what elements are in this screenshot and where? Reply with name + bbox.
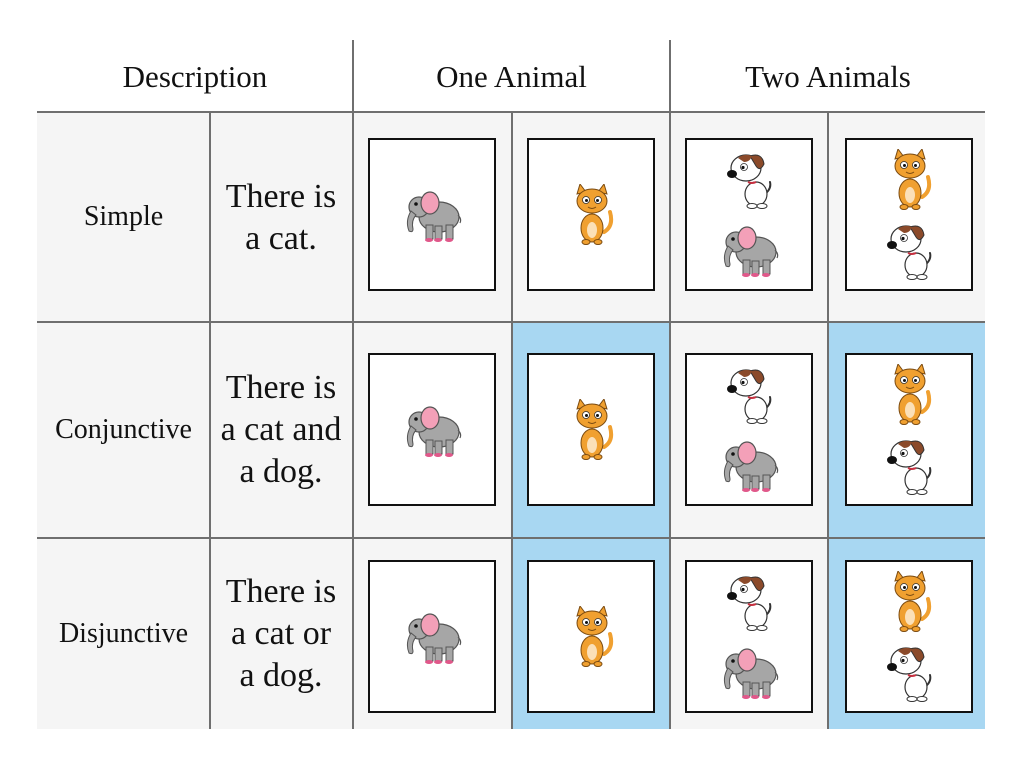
picture-card-cat-and-dog: [845, 138, 973, 291]
picture-card-elephant: [368, 138, 496, 291]
row-label-conjunctive: Conjunctive: [55, 414, 192, 445]
vline-one-two: [669, 40, 671, 729]
elephant-icon: [401, 185, 463, 245]
vline-description: [352, 40, 354, 729]
desc-line: a cat or: [230, 615, 332, 652]
dog-icon: [884, 436, 934, 496]
picture-card-dog-and-elephant: [685, 138, 813, 291]
picture-card-dog-and-elephant: [685, 560, 813, 713]
desc-line: There is: [225, 369, 337, 406]
elephant-icon: [718, 220, 780, 280]
picture-card-cat: [527, 353, 655, 506]
row-description-disjunctive: There is a cat or a dog.: [211, 539, 351, 729]
desc-line: There is: [225, 573, 337, 610]
cat-icon: [886, 148, 932, 211]
picture-card-cat-and-dog: [845, 560, 973, 713]
cat-icon: [568, 398, 614, 461]
elephant-icon: [718, 642, 780, 702]
dog-icon: [884, 643, 934, 703]
picture-card-elephant: [368, 353, 496, 506]
header-description: Description: [122, 59, 268, 94]
cat-icon: [568, 183, 614, 246]
dog-icon: [724, 365, 774, 425]
header-one-animal: One Animal: [436, 59, 587, 94]
dog-icon: [724, 572, 774, 632]
cat-icon: [568, 605, 614, 668]
picture-card-elephant: [368, 560, 496, 713]
row-label-simple: Simple: [83, 201, 164, 232]
picture-card-cat-and-dog: [845, 353, 973, 506]
picture-card-dog-and-elephant: [685, 353, 813, 506]
elephant-icon: [401, 400, 463, 460]
hline-header: [37, 111, 985, 113]
picture-card-cat: [527, 138, 655, 291]
dog-icon: [724, 150, 774, 210]
cat-icon: [886, 363, 932, 426]
desc-line: a dog.: [239, 453, 323, 490]
desc-line: a dog.: [239, 657, 323, 694]
dog-icon: [884, 221, 934, 281]
header-two-animals: Two Animals: [745, 59, 911, 94]
elephant-icon: [718, 435, 780, 495]
hline-row1: [37, 321, 985, 323]
cat-icon: [886, 570, 932, 633]
row-description-simple: There is a cat.: [211, 168, 351, 268]
picture-card-cat: [527, 560, 655, 713]
desc-line: a cat.: [245, 220, 317, 257]
desc-line: There is: [225, 178, 337, 215]
desc-line: a cat and: [220, 411, 342, 448]
row-description-conjunctive: There is a cat and a dog.: [211, 323, 351, 537]
vline-one-animal: [511, 113, 513, 729]
row-label-disjunctive: Disjunctive: [58, 618, 189, 649]
elephant-icon: [401, 607, 463, 667]
hline-row2: [37, 537, 985, 539]
vline-label-desc: [209, 113, 211, 729]
vline-two-animals: [827, 113, 829, 729]
